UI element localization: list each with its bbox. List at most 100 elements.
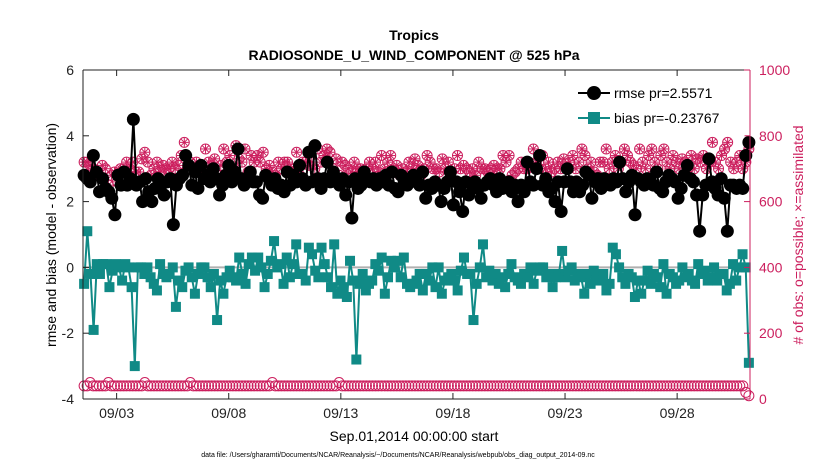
rmse-point [526,178,540,192]
obs-possible-point [172,380,184,392]
bias-point [348,275,359,286]
obs-assimilated-point [149,164,159,174]
obs-assimilated-stroke [696,158,704,166]
obs-assimilated-stroke [469,165,477,173]
obs-assimilated-stroke [575,158,583,166]
obs-possible-point [148,380,160,392]
data-file-footnote: data file: /Users/gharamti/Documents/NCA… [201,452,595,459]
obs-assimilated-stroke [541,165,550,173]
bias-point [629,292,640,303]
obs-possible-point [351,380,363,392]
obs-possible-point [479,380,491,392]
obs-possible-point [631,380,643,392]
obs-assimilated-stroke [651,158,659,166]
obs-possible-point [658,380,670,392]
obs-assimilated-stroke [602,145,610,153]
obs-possible-point [108,380,120,392]
bias-point [332,288,343,299]
bias-point [712,275,723,286]
obs-assimilated-stroke [414,161,422,169]
obs-possible-point [740,386,752,398]
y2-axis-label: # of obs: o=possible; ×=assimilated [790,125,806,344]
obs-possible-point [312,380,324,392]
rmse-point [554,204,568,218]
bias-point [645,278,656,289]
bias-point [291,239,302,250]
obs-assimilated-point [292,147,302,157]
obs-possible-point [445,380,457,392]
obs-possible-point [637,380,649,392]
obs-assimilated-stroke [642,165,650,173]
bias-point [300,275,311,286]
obs-possible-point [585,380,597,392]
obs-possible-point [415,380,427,392]
bias-point [240,278,251,289]
bias-point [253,252,264,263]
bias-point [329,239,340,250]
rmse-point [474,191,488,205]
bias-point [392,255,403,266]
bias-point [481,272,492,283]
obs-assimilated-point [371,157,381,167]
rmse-point [548,195,562,209]
y2-tick-label: 200 [759,325,783,341]
obs-possible-point [424,380,436,392]
bias-point [709,262,720,273]
obs-possible-point [297,380,309,392]
obs-possible-point [470,380,482,392]
bias-point [468,315,479,326]
bias-point [411,275,422,286]
bias-point [674,275,685,286]
bias-point [145,272,156,283]
rmse-point [191,181,205,195]
obs-assimilated-stroke [332,155,340,163]
obs-assimilated-stroke [277,165,285,173]
legend: rmse pr=2.5571 bias pr=-0.23767 [569,77,745,137]
bias-point [528,278,539,289]
obs-possible-point [342,380,354,392]
rmse-point [696,188,710,202]
obs-possible-point [661,380,673,392]
obs-possible-point [257,146,269,158]
obs-possible-point [521,380,533,392]
bias-point [129,361,140,372]
obs-assimilated-stroke [253,151,261,160]
obs-possible-point [555,380,567,392]
obs-possible-point [676,380,688,392]
obs-possible-point [615,380,627,392]
rmse-point [145,195,159,209]
obs-assimilated-point [219,144,229,154]
bias-point [310,265,321,276]
obs-assimilated-point [650,157,660,167]
obs-possible-point [118,380,130,392]
obs-possible-point [530,380,542,392]
obs-assimilated-stroke [727,158,735,166]
legend-rmse-label: rmse pr=2.5571 [614,85,713,101]
obs-possible-point [725,380,737,392]
obs-assimilated-point [732,157,742,167]
y-tick-label: 0 [66,259,74,275]
obs-possible-point [406,380,418,392]
rmse-point [419,191,433,205]
bias-point [101,259,112,270]
obs-possible-point [621,150,633,162]
obs-possible-point [388,380,400,392]
obs-assimilated-point [720,144,730,154]
rmse-point [326,165,340,179]
bias-point [155,259,166,270]
obs-assimilated-stroke [496,165,504,173]
obs-assimilated-stroke [101,165,109,173]
obs-possible-point [263,380,275,392]
legend-box [569,77,745,137]
bias-point [595,275,606,286]
bias-point [367,275,378,286]
bias-point [94,268,105,279]
obs-possible-point [643,380,655,392]
bias-point [515,278,526,289]
obs-possible-point [503,380,515,392]
obs-assimilated-stroke [326,148,334,156]
rmse-point [157,188,171,202]
obs-assimilated-point [255,157,265,167]
obs-possible-point [300,380,312,392]
rmse-point [671,191,685,205]
